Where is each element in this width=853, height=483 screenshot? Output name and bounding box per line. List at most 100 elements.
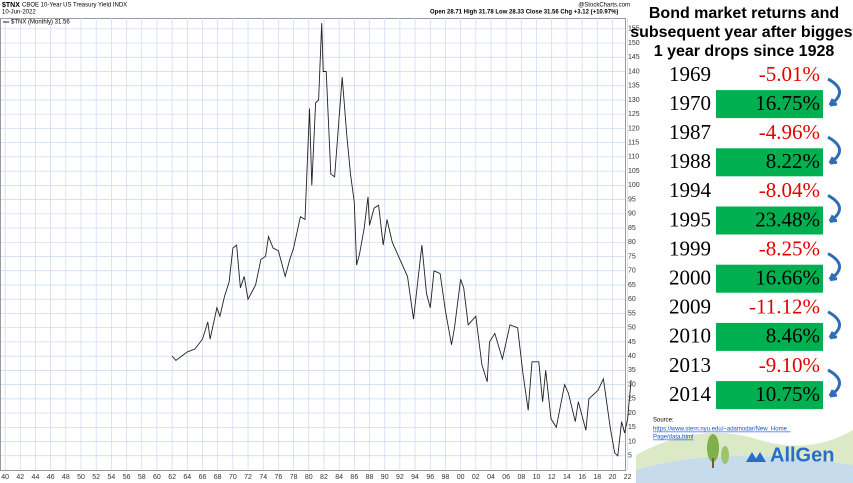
next-year-return: 16.66% [755, 266, 820, 290]
x-tick-label: 88 [366, 474, 374, 481]
next-year-return: 8.46% [766, 324, 820, 348]
y-tick-label: 150 [628, 40, 640, 47]
x-tick-label: 66 [199, 474, 207, 481]
x-tick-label: 90 [381, 474, 389, 481]
tree [712, 458, 714, 468]
x-tick-label: 16 [578, 474, 586, 481]
x-tick-label: 58 [138, 474, 146, 481]
x-tick-label: 00 [457, 474, 465, 481]
y-tick-label: 135 [628, 83, 640, 90]
return-cell [716, 206, 823, 235]
y-tick-label: 75 [628, 253, 636, 260]
y-tick-label: 145 [628, 54, 640, 61]
x-tick-label: 18 [593, 474, 601, 481]
y-tick-label: 130 [628, 97, 640, 104]
y-tick-label: 20 [628, 410, 636, 417]
arrow [827, 135, 841, 165]
x-tick-label: 02 [472, 474, 480, 481]
y-tick-label: 105 [628, 168, 640, 175]
arrow [827, 252, 841, 282]
x-tick-label: 80 [305, 474, 313, 481]
landscape [636, 456, 853, 483]
source-label: Source: [653, 418, 674, 424]
series-line [171, 23, 632, 457]
year: 1987 [669, 120, 711, 144]
drop-return: -8.04% [759, 178, 820, 202]
source-link[interactable]: https://www.stern.nyu.edu/~adamodar/New_… [653, 427, 791, 433]
x-tick-label: 84 [335, 474, 343, 481]
x-tick-label: 86 [350, 474, 358, 481]
drop-return: -5.01% [759, 62, 820, 86]
y-tick-label: 25 [628, 396, 636, 403]
x-tick-label: 92 [396, 474, 404, 481]
x-tick-label: 06 [502, 474, 510, 481]
x-tick-label: 44 [32, 474, 40, 481]
y-tick-label: 45 [628, 339, 636, 346]
y-tick-label: 100 [628, 182, 640, 189]
y-tick-label: 50 [628, 325, 636, 332]
x-tick-label: 48 [62, 474, 70, 481]
return-cell [716, 264, 823, 293]
y-tick-label: 120 [628, 125, 640, 132]
x-tick-label: 54 [107, 474, 115, 481]
x-tick-label: 56 [123, 474, 131, 481]
y-tick-label: 85 [628, 225, 636, 232]
x-tick-label: 42 [16, 474, 24, 481]
x-tick-label: 22 [624, 474, 632, 481]
x-tick-label: 70 [229, 474, 237, 481]
y-tick-label: 30 [628, 381, 636, 388]
x-tick-label: 78 [290, 474, 298, 481]
plot-area [0, 18, 626, 471]
next-year-return: 16.75% [755, 91, 820, 115]
y-tick-label: 95 [628, 196, 636, 203]
next-year-return: 23.48% [755, 207, 820, 231]
x-tick-label: 52 [92, 474, 100, 481]
year: 2009 [669, 295, 711, 319]
y-tick-label: 60 [628, 296, 636, 303]
x-tick-label: 20 [609, 474, 617, 481]
x-tick-label: 72 [244, 474, 252, 481]
x-tick-label: 10 [533, 474, 541, 481]
table-title: Bond market returns and [649, 5, 839, 22]
tree [721, 446, 729, 464]
year: 1969 [669, 62, 711, 86]
x-tick-label: 82 [320, 474, 328, 481]
source-link[interactable]: Page/data.html [653, 435, 693, 441]
arrow [827, 194, 841, 223]
year: 1995 [669, 207, 711, 231]
y-tick-label: 10 [628, 438, 636, 445]
year: 2014 [669, 382, 712, 406]
x-tick-label: 68 [214, 474, 222, 481]
y-tick-label: 115 [628, 140, 639, 147]
x-tick-label: 14 [563, 474, 571, 481]
x-tick-label: 50 [77, 474, 85, 481]
year: 1970 [669, 91, 711, 115]
table-title: subsequent year after biggest [630, 24, 853, 41]
y-tick-label: 40 [628, 353, 636, 360]
arrow [827, 368, 841, 398]
year: 1999 [669, 236, 711, 260]
year: 2013 [669, 353, 711, 377]
x-tick-label: 08 [517, 474, 525, 481]
x-tick-label: 46 [47, 474, 55, 481]
y-tick-label: 15 [628, 424, 636, 431]
credit: @StockCharts.com [578, 3, 630, 9]
year: 2000 [669, 266, 711, 290]
return-cell [716, 322, 823, 351]
drop-return: -11.12% [749, 295, 820, 319]
x-tick-label: 76 [275, 474, 283, 481]
y-tick-label: 125 [628, 111, 640, 118]
chart-title: $TNX [2, 2, 20, 9]
x-tick-label: 62 [168, 474, 176, 481]
y-tick-label: 65 [628, 282, 636, 289]
x-tick-label: 40 [1, 474, 9, 481]
arrow [827, 77, 841, 107]
chart-date: 10-Jun-2022 [2, 10, 36, 16]
year: 2010 [669, 324, 711, 348]
drop-return: -9.10% [759, 353, 820, 377]
x-tick-label: 94 [411, 474, 419, 481]
y-tick-label: 80 [628, 239, 636, 246]
y-tick-label: 35 [628, 367, 636, 374]
